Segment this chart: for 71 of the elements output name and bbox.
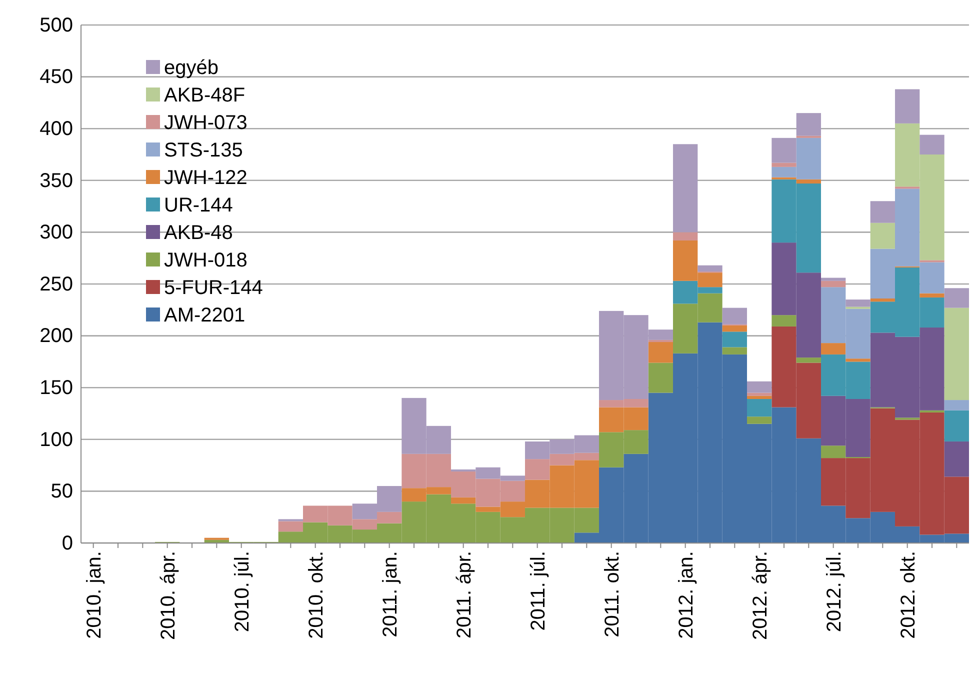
x-tick-label: 2011. júl. (527, 551, 550, 631)
legend-label: 5-FUR-144 (164, 277, 263, 299)
y-tick-label: 500 (40, 14, 73, 36)
bar (747, 381, 772, 393)
x-tick-label: 2011. okt. (601, 551, 624, 638)
legend-label: AM-2201 (164, 304, 246, 326)
bar (722, 325, 747, 332)
legend-label: egyéb (164, 57, 218, 79)
y-tick-label: 0 (62, 532, 73, 554)
legend-label: AKB-48F (164, 84, 246, 106)
bar (747, 392, 772, 396)
y-tick-label: 200 (40, 325, 73, 348)
y-tick-label: 400 (40, 118, 73, 140)
bar (747, 416, 772, 424)
x-tick-label: 2010. jan. (83, 551, 106, 639)
bar (648, 342, 673, 363)
bar (772, 138, 796, 163)
x-tick-label: 2011. jan. (379, 551, 402, 638)
bar (821, 343, 846, 354)
bar (920, 293, 944, 298)
bar (846, 358, 870, 362)
bar (796, 179, 821, 184)
bar (772, 315, 796, 326)
bar (944, 288, 969, 308)
legend-label: AKB-48 (164, 222, 233, 244)
x-tick-label: 2010. okt. (305, 551, 328, 639)
y-tick-label: 300 (40, 222, 73, 244)
y-tick-label: 250 (40, 273, 73, 296)
bar (821, 280, 846, 288)
legend-label: UR-144 (164, 194, 233, 216)
bar (673, 232, 698, 240)
bar (944, 308, 969, 400)
bar (796, 113, 821, 136)
bar (747, 396, 772, 399)
bar (895, 89, 920, 124)
x-tick-label: 2012. júl. (823, 551, 846, 632)
bar (648, 362, 673, 393)
y-tick-label: 50 (50, 480, 73, 503)
x-tick-label: 2010. ápr. (157, 551, 180, 640)
bar (796, 358, 821, 363)
bar (944, 410, 969, 442)
bar (698, 265, 722, 272)
bar (451, 497, 476, 504)
y-tick-label: 450 (40, 66, 73, 88)
y-tick-label: 150 (40, 377, 73, 399)
bar (870, 298, 895, 302)
bar (944, 441, 969, 477)
bar (870, 201, 895, 223)
bar (722, 347, 747, 354)
y-tick-label: 350 (40, 170, 73, 192)
legend-label: JWH-073 (164, 112, 248, 134)
legend-label: JWH-018 (164, 250, 248, 272)
legend-label: STS-135 (164, 140, 243, 162)
x-tick-label: 2011. ápr. (453, 551, 476, 638)
bar (920, 134, 944, 154)
legend-label: JWH-122 (164, 167, 248, 189)
x-tick-label: 2012. okt. (897, 551, 920, 639)
bar (673, 144, 698, 232)
bar (722, 332, 747, 348)
bar (747, 398, 772, 417)
bar (870, 222, 895, 249)
y-tick-label: 100 (40, 428, 73, 451)
bar (722, 308, 747, 324)
bar (772, 162, 796, 167)
x-tick-label: 2012. jan. (675, 551, 698, 639)
bar (944, 400, 969, 410)
x-tick-label: 2012. ápr. (749, 551, 772, 640)
bar (846, 300, 870, 307)
bar (821, 278, 846, 281)
bar (648, 340, 673, 342)
x-tick-label: 2010. júl. (231, 551, 254, 632)
